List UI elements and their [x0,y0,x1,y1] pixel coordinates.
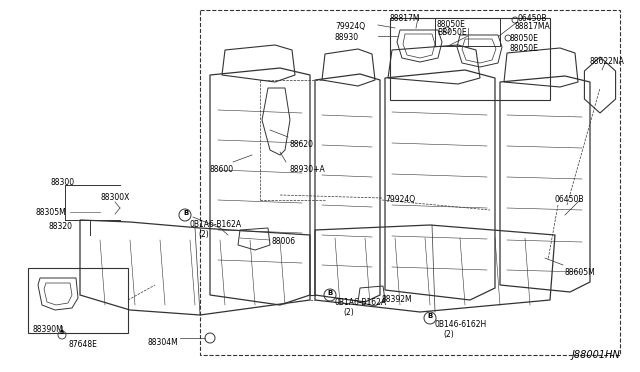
Text: 88320: 88320 [48,222,72,231]
Text: 88006: 88006 [272,237,296,246]
Text: 79924Q: 79924Q [385,195,415,204]
Text: 06450B: 06450B [518,14,547,23]
Text: 88300X: 88300X [100,193,129,202]
Text: BB050E: BB050E [437,28,467,37]
Bar [390,18,550,100]
Text: (2): (2) [198,230,209,239]
Text: 88817MA: 88817MA [515,22,551,31]
Text: J88001HN: J88001HN [572,350,620,360]
Text: 88050E: 88050E [510,44,539,53]
Text: 88050E: 88050E [510,34,539,43]
Bar [435,18,500,46]
Text: 79924Q: 79924Q [335,22,365,31]
Text: B: B [60,330,64,336]
Text: 88620: 88620 [290,140,314,149]
Text: 88305M: 88305M [35,208,66,217]
Bar [28,268,128,333]
Text: 06450B: 06450B [555,195,584,204]
Text: 88622NA: 88622NA [590,57,625,66]
Text: B: B [328,290,333,296]
Text: 88817M: 88817M [390,14,420,23]
Bar [200,10,620,355]
Text: 88304M: 88304M [147,338,178,347]
Text: 88392M: 88392M [382,295,413,304]
Text: 88930: 88930 [335,33,359,42]
Text: 88600: 88600 [210,165,234,174]
Text: B: B [428,313,433,319]
Text: 0B146-6162H: 0B146-6162H [435,320,487,329]
Text: (2): (2) [443,330,454,339]
Text: (2): (2) [343,308,354,317]
Text: 88390M: 88390M [32,325,63,334]
Text: 88930+A: 88930+A [290,165,326,174]
Text: 88300: 88300 [50,178,74,187]
Text: 0B1A6-B162A: 0B1A6-B162A [335,298,387,307]
Text: 88605M: 88605M [565,268,596,277]
Text: B: B [184,210,189,216]
Text: 88050E: 88050E [437,20,466,29]
Text: 87648E: 87648E [68,340,97,349]
Text: 0B1A6-B162A: 0B1A6-B162A [190,220,242,229]
